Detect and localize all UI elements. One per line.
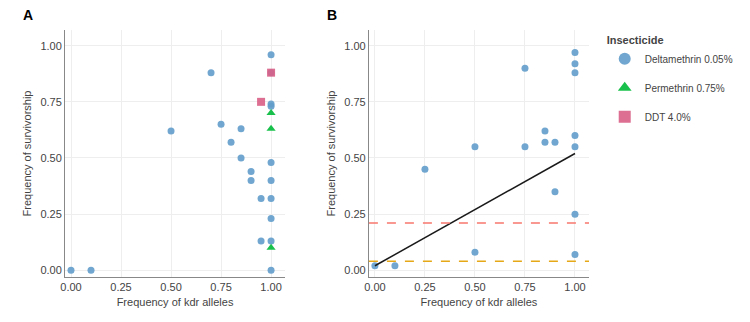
svg-text:0.50: 0.50 [344, 152, 365, 164]
svg-text:0.50: 0.50 [40, 152, 61, 164]
svg-text:0.75: 0.75 [210, 281, 231, 293]
svg-text:0.25: 0.25 [414, 281, 435, 293]
svg-text:0.75: 0.75 [40, 96, 61, 108]
svg-text:Frequency of survivorship: Frequency of survivorship [325, 91, 337, 217]
svg-text:0.25: 0.25 [110, 281, 131, 293]
svg-text:1.00: 1.00 [260, 281, 281, 293]
svg-text:0.75: 0.75 [344, 96, 365, 108]
svg-text:B: B [327, 7, 337, 23]
svg-text:A: A [23, 7, 33, 23]
svg-text:Frequency of kdr alleles: Frequency of kdr alleles [117, 296, 234, 308]
svg-text:1.00: 1.00 [40, 40, 61, 52]
svg-text:0.25: 0.25 [40, 208, 61, 220]
svg-text:0.00: 0.00 [40, 264, 61, 276]
svg-text:0.00: 0.00 [364, 281, 385, 293]
svg-text:0.50: 0.50 [464, 281, 485, 293]
svg-text:0.00: 0.00 [60, 281, 81, 293]
svg-text:Frequency of survivorship: Frequency of survivorship [21, 91, 33, 217]
svg-text:0.00: 0.00 [344, 264, 365, 276]
svg-text:Frequency of kdr alleles: Frequency of kdr alleles [421, 296, 538, 308]
svg-text:Deltamethrin 0.05%: Deltamethrin 0.05% [645, 54, 733, 65]
svg-text:0.50: 0.50 [160, 281, 181, 293]
svg-text:0.25: 0.25 [344, 208, 365, 220]
svg-text:Insecticide: Insecticide [607, 34, 664, 46]
svg-text:1.00: 1.00 [344, 40, 365, 52]
svg-text:Permethrin 0.75%: Permethrin 0.75% [645, 83, 725, 94]
svg-text:1.00: 1.00 [564, 281, 585, 293]
svg-text:DDT 4.0%: DDT 4.0% [645, 112, 691, 123]
svg-text:0.75: 0.75 [514, 281, 535, 293]
